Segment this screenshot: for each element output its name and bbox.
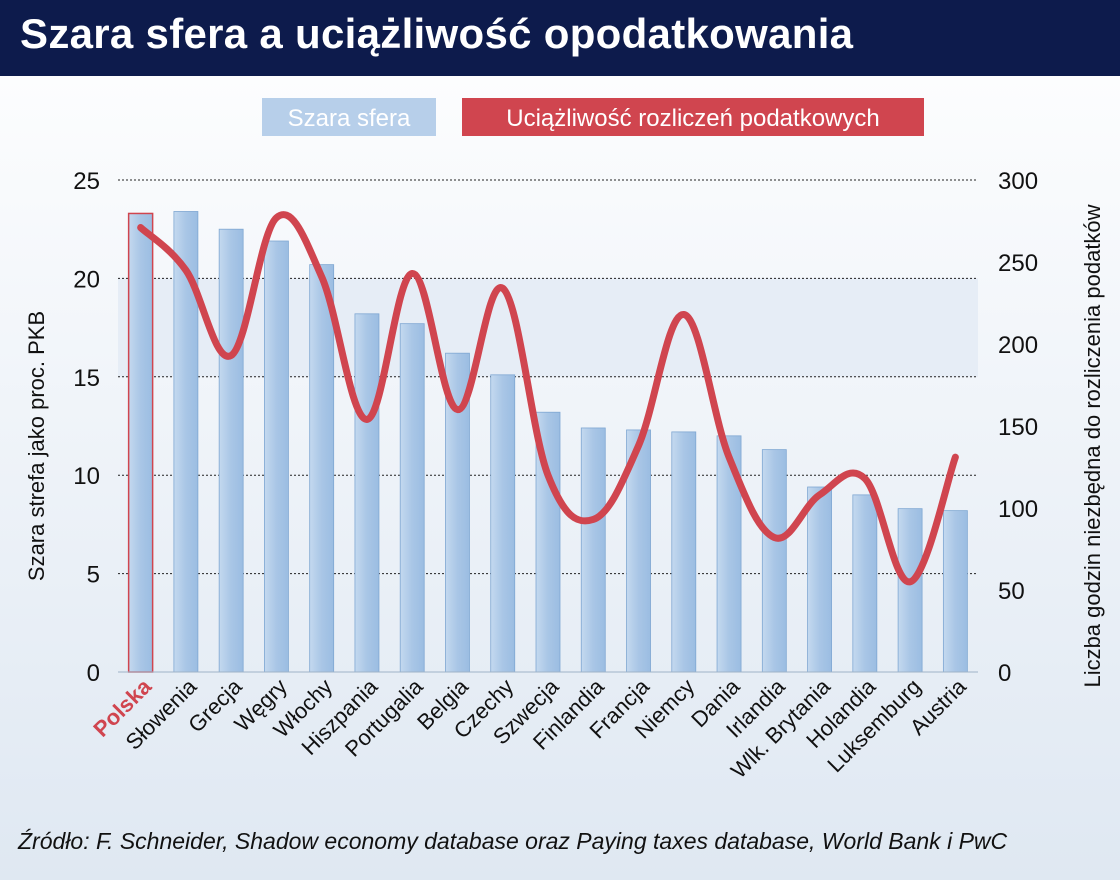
y-right-axis-label: Liczba godzin niezbędna do rozliczenia p… — [1080, 204, 1105, 687]
bar-16 — [807, 486, 832, 673]
y-left-tick-label: 25 — [73, 168, 100, 195]
bar-1 — [127, 212, 154, 673]
y-left-tick-label: 20 — [73, 266, 100, 293]
y-right-tick-label: 200 — [998, 332, 1038, 359]
y-left-tick-label: 5 — [87, 562, 100, 589]
bar-3 — [218, 228, 244, 673]
y-left-tick-label: 15 — [73, 365, 100, 392]
bar-15 — [761, 449, 787, 673]
bar-6 — [354, 313, 380, 673]
y-left-tick-label: 10 — [73, 463, 100, 490]
bar-17 — [852, 494, 878, 673]
y-right-tick-label: 100 — [998, 496, 1038, 523]
line-series — [137, 211, 959, 586]
bar-4 — [264, 240, 289, 673]
bar-7 — [399, 323, 425, 673]
legend-label-line: Uciążliwość rozliczeń podatkowych — [506, 105, 879, 132]
y-left-tick-label: 0 — [87, 660, 100, 687]
y-left-axis-label: Szara strefa jako proc. PKB — [24, 311, 49, 581]
y-right-tick-label: 300 — [998, 168, 1038, 195]
y-right-tick-label: 250 — [998, 250, 1038, 277]
y-right-tick-label: 0 — [998, 660, 1011, 687]
bar-18 — [897, 508, 923, 673]
legend-swatch-bars — [262, 98, 436, 136]
plot-band — [118, 278, 978, 377]
bar-13 — [671, 431, 697, 673]
chart-title: Szara sfera a uciążliwość opodatkowania — [20, 10, 854, 57]
legend-swatch-line — [462, 98, 924, 136]
bar-5 — [309, 264, 335, 673]
title-bar: Szara sfera a uciążliwość opodatkowania — [0, 0, 1120, 76]
y-right-tick-label: 150 — [998, 414, 1038, 441]
y-right-tick-label: 50 — [998, 578, 1025, 605]
bar-11 — [580, 427, 606, 673]
legend-label-bars: Szara sfera — [288, 105, 411, 132]
bar-19 — [942, 510, 968, 673]
source-note: Źródło: F. Schneider, Shadow economy dat… — [18, 828, 1008, 854]
bar-9 — [490, 374, 516, 673]
